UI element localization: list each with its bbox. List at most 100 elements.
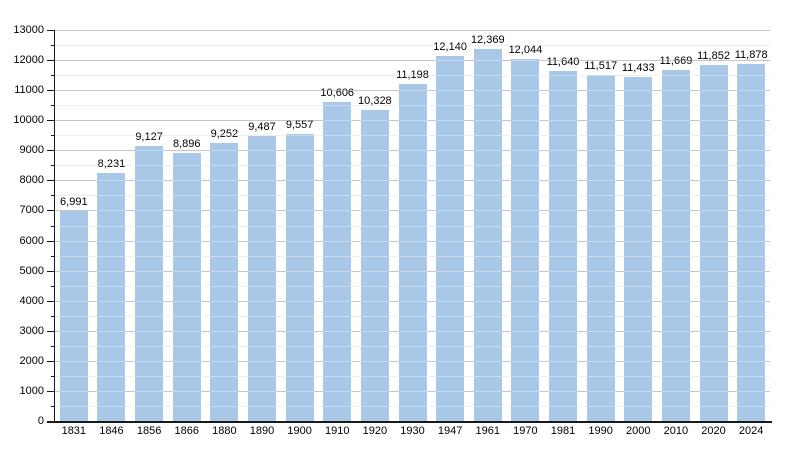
x-axis-tick-label: 1866 (174, 425, 199, 437)
y-axis-major-tick (47, 120, 55, 122)
x-axis-tick-label: 1900 (287, 425, 312, 437)
gridline-overlay (55, 390, 770, 392)
bar-value-label: 10,606 (320, 87, 355, 99)
gridline-overlay (55, 30, 770, 31)
y-axis-major-tick (47, 240, 55, 242)
y-axis-major-tick (47, 270, 55, 272)
major-gridline (55, 30, 770, 31)
x-axis-line (47, 421, 772, 423)
bar (210, 142, 239, 421)
major-gridline (55, 60, 770, 62)
bar-value-label: 8,896 (172, 138, 201, 151)
gridline-overlay (55, 105, 770, 107)
bar (97, 173, 126, 421)
bar (172, 153, 201, 421)
y-axis-major-tick (47, 210, 55, 212)
x-axis-tick-label: 1920 (362, 425, 388, 437)
bar (285, 133, 314, 421)
bar (661, 70, 690, 421)
bar (624, 77, 653, 421)
gridline-overlay (55, 315, 770, 317)
bar (247, 135, 276, 421)
gridline-overlay (55, 330, 770, 332)
gridline-overlay (55, 210, 770, 212)
bar (511, 58, 540, 421)
bar (59, 210, 88, 421)
bar-value-label: 11,640 (546, 55, 580, 68)
gridline-overlay (55, 45, 770, 47)
gridline-overlay (55, 405, 770, 407)
y-axis-minor-tick (51, 315, 55, 317)
y-axis-tick-label: 8000 (19, 174, 44, 187)
minor-gridline (55, 45, 770, 47)
y-axis-minor-tick (51, 285, 55, 287)
x-axis-tick-label: 1831 (61, 425, 87, 437)
gridline-overlay (55, 300, 770, 302)
gridline-overlay (55, 195, 770, 197)
x-axis-tick-label: 1947 (437, 425, 463, 437)
gridline-overlay (55, 135, 770, 137)
y-axis-tick-label: 3000 (19, 324, 44, 337)
y-axis-major-tick (47, 180, 55, 182)
y-axis-major-tick (47, 30, 55, 31)
x-axis-tick-label: 1846 (99, 425, 124, 437)
gridline-overlay (55, 345, 770, 347)
x-axis-tick-label: 2024 (738, 425, 764, 437)
x-axis-tick-label: 2010 (663, 425, 689, 437)
y-axis-minor-tick (51, 195, 55, 197)
gridline-overlay (55, 360, 770, 362)
x-axis-tick-label: 2020 (701, 425, 726, 437)
bar (549, 70, 578, 421)
gridline-overlay (55, 225, 770, 227)
x-axis-tick-label: 2000 (626, 425, 651, 437)
y-axis-minor-tick (51, 405, 55, 407)
bar-value-label: 11,198 (396, 69, 429, 82)
bar (135, 146, 164, 421)
bar-value-label: 12,140 (433, 40, 467, 53)
minor-gridline (55, 75, 770, 77)
bar (323, 102, 352, 421)
bar-value-label: 9,557 (285, 118, 314, 131)
y-axis-tick-label: 13000 (13, 24, 44, 36)
gridline-overlay (55, 60, 770, 62)
gridline-overlay (55, 255, 770, 257)
y-axis-minor-tick (51, 255, 55, 257)
y-axis-major-tick (47, 60, 55, 62)
gridline-overlay (55, 120, 770, 122)
y-axis-minor-tick (51, 345, 55, 347)
y-axis-tick-label: 0 (37, 415, 44, 427)
y-axis-line (53, 30, 55, 423)
y-axis-tick-label: 4000 (19, 294, 44, 307)
y-axis-minor-tick (51, 75, 55, 77)
gridline-overlay (55, 180, 770, 182)
gridline-overlay (55, 150, 770, 152)
gridline-overlay (55, 90, 770, 92)
y-axis-major-tick (47, 90, 55, 92)
y-axis-major-tick (47, 390, 55, 392)
bar-value-label: 8,231 (97, 158, 126, 171)
y-axis-major-tick (47, 330, 55, 332)
bar-value-label: 12,044 (508, 43, 543, 56)
bar-value-label: 9,252 (210, 127, 239, 140)
bar (586, 74, 615, 421)
bar-value-label: 11,669 (659, 55, 693, 68)
y-axis-tick-label: 6000 (19, 234, 44, 247)
y-axis-tick-label: 2000 (19, 354, 44, 367)
y-axis-minor-tick (51, 45, 55, 47)
x-axis-tick-label: 1880 (212, 425, 237, 437)
y-axis-minor-tick (51, 375, 55, 377)
y-axis-major-tick (47, 360, 55, 362)
y-axis-tick-label: 5000 (19, 264, 44, 277)
x-axis-tick-label: 1930 (400, 425, 425, 437)
bar-value-label: 9,127 (135, 131, 163, 144)
x-axis-tick-label: 1856 (136, 425, 162, 437)
x-axis-tick-label: 1890 (249, 425, 275, 437)
y-axis-tick-label: 1000 (19, 384, 44, 397)
y-axis-tick-label: 10000 (13, 114, 44, 127)
bar-value-label: 12,369 (470, 33, 505, 46)
bar-value-label: 6,991 (60, 195, 88, 208)
gridline-overlay (55, 375, 770, 377)
gridline-overlay (55, 165, 770, 167)
y-axis-major-tick (47, 150, 55, 152)
